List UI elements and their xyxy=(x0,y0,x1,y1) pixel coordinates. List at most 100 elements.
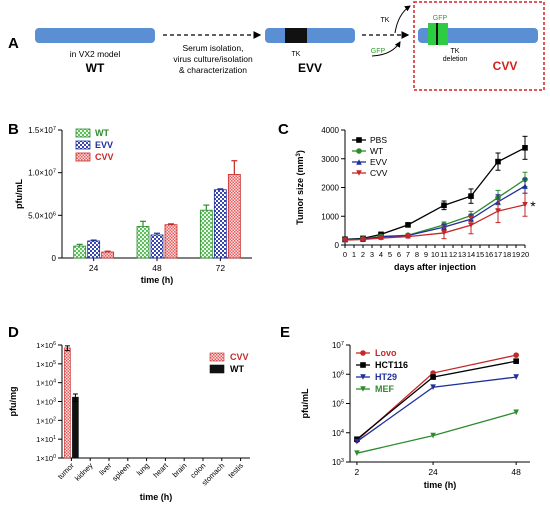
data-point xyxy=(441,202,447,209)
data-point xyxy=(405,233,411,240)
x-tick-label: 19 xyxy=(512,250,520,259)
legend-swatch xyxy=(209,364,225,374)
x-tick-label: 24 xyxy=(428,467,438,477)
legend-marker xyxy=(356,137,362,143)
data-point xyxy=(522,145,528,151)
evv-genome-bar xyxy=(265,28,355,43)
evv-tk-region xyxy=(285,28,307,43)
legend-label: CVV xyxy=(95,152,114,162)
y-tick-label: 1000 xyxy=(321,212,339,221)
x-tick-label: kidney xyxy=(73,461,95,483)
legend-label: CVV xyxy=(370,168,388,178)
panel-label-e: E xyxy=(280,324,290,341)
panel-b-chart: 0 5.0×106 1.0×107 1.5×107 24 48 72 time (h) pfu/… xyxy=(14,126,252,285)
y-tick-label: 103 xyxy=(332,458,344,467)
y-axis-label: Tumor size (mm3) xyxy=(295,150,305,225)
x-axis-label: time (h) xyxy=(140,492,173,502)
x-tick-label: 14 xyxy=(467,250,475,259)
panel-a: A in VX2 model WT Serum isolation, virus… xyxy=(8,1,545,91)
legend-label: WT xyxy=(370,146,383,156)
bar-wt xyxy=(73,245,87,259)
step1-line-3: & characterization xyxy=(179,65,247,75)
data-point xyxy=(441,230,447,236)
x-axis-label: days after injection xyxy=(394,262,476,272)
panel-e-chart: 103 104 105 106 107 2 24 48 time (h) pfu/mL Lovo HC… xyxy=(300,341,530,490)
step1-line-1: Serum isolation, xyxy=(183,43,244,53)
data-point xyxy=(495,208,501,214)
x-tick-label: 12 xyxy=(449,250,457,259)
x-tick-label: 48 xyxy=(511,467,521,477)
y-tick-label: 4000 xyxy=(321,126,339,135)
arrow-tk-out xyxy=(394,5,411,34)
y-tick-label: 3000 xyxy=(321,155,339,164)
legend-label: WT xyxy=(95,128,109,138)
legend-label: HCT116 xyxy=(375,360,408,370)
y-tick-label: 104 xyxy=(332,429,344,438)
y-tick-label: 2000 xyxy=(321,184,339,193)
data-point xyxy=(342,237,348,243)
x-tick-label: heart xyxy=(151,460,170,479)
x-tick-label: testis xyxy=(226,461,245,480)
x-tick-label: 72 xyxy=(216,263,226,273)
panel-label-a: A xyxy=(8,35,19,52)
data-point xyxy=(522,201,528,208)
x-tick-label: 2 xyxy=(361,250,365,259)
x-tick-label: 20 xyxy=(521,250,529,259)
x-tick-label: 24 xyxy=(89,263,99,273)
legend-swatch xyxy=(75,152,91,162)
y-tick-label: 0 xyxy=(52,254,57,263)
data-point xyxy=(513,374,519,380)
x-tick-label: 4 xyxy=(379,250,383,259)
step1-line-2: virus culture/isolation xyxy=(173,54,253,64)
x-tick-label: 48 xyxy=(152,263,162,273)
y-tick-label: 1×103 xyxy=(36,398,56,407)
data-point xyxy=(468,222,474,228)
x-tick-label: 16 xyxy=(485,250,493,259)
y-axis-label: pfu/mg xyxy=(8,387,18,417)
x-tick-label: 8 xyxy=(415,250,419,259)
panel-label-d: D xyxy=(8,324,19,341)
wt-sub-label: in VX2 model xyxy=(70,49,121,59)
x-tick-label: 0 xyxy=(343,250,347,259)
y-tick-label: 107 xyxy=(332,341,344,350)
series-line-cvv xyxy=(344,204,526,241)
y-tick-label: 5.0×106 xyxy=(28,211,56,220)
y-tick-label: 1.5×107 xyxy=(28,126,56,135)
legend-swatch xyxy=(209,352,225,362)
x-tick-label: 10 xyxy=(431,250,439,259)
legend-marker xyxy=(356,170,362,176)
y-tick-label: 1×105 xyxy=(36,360,56,369)
panel-label-b: B xyxy=(8,121,19,138)
legend-label: MEF xyxy=(375,384,395,394)
bar-evv xyxy=(213,189,227,259)
data-point xyxy=(405,222,411,228)
data-point xyxy=(360,236,366,243)
cvv-highlight-box xyxy=(413,1,545,91)
data-point xyxy=(430,384,436,391)
wt-label: WT xyxy=(86,61,105,75)
data-point xyxy=(430,374,436,380)
y-axis-label: pfu/mL xyxy=(300,388,310,418)
legend-label: PBS xyxy=(370,135,387,145)
tk-deletion-line-1: TK xyxy=(451,48,460,55)
y-tick-label: 105 xyxy=(332,400,344,409)
x-tick-label: spleen xyxy=(110,461,132,483)
y-tick-label: 1×104 xyxy=(36,379,56,388)
y-tick-label: 106 xyxy=(332,370,344,379)
evv-tk-label: TK xyxy=(292,51,301,58)
y-tick-label: 1×106 xyxy=(36,341,56,350)
data-point xyxy=(522,183,528,189)
y-tick-label: 1.0×107 xyxy=(28,169,56,178)
legend-label: Lovo xyxy=(375,348,397,358)
x-tick-label: 1 xyxy=(352,250,356,259)
x-tick-label: 15 xyxy=(476,250,484,259)
cvv-gfp-label: GFP xyxy=(433,15,448,22)
data-point xyxy=(468,193,474,199)
x-tick-label: 13 xyxy=(458,250,466,259)
legend-label: WT xyxy=(230,364,244,374)
x-axis-label: time (h) xyxy=(424,480,457,490)
x-tick-label: brain xyxy=(170,461,188,479)
x-tick-label: 17 xyxy=(494,250,502,259)
legend-label: EVV xyxy=(370,157,387,167)
